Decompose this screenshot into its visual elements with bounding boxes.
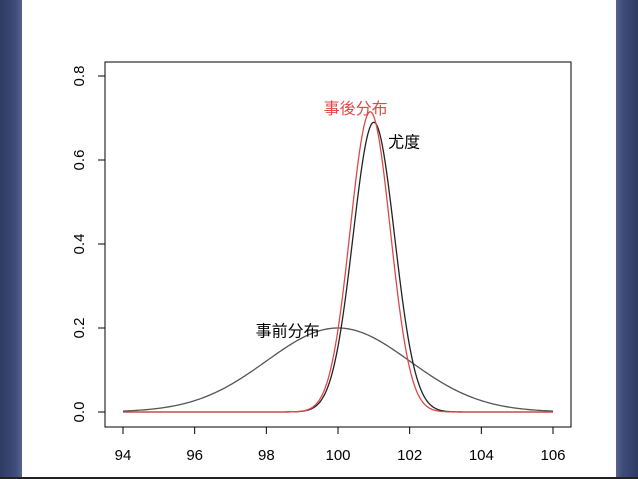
- left-border-decoration: [0, 0, 22, 479]
- annotation-label: 尤度: [388, 132, 420, 151]
- series-line-0: [122, 327, 554, 412]
- annotation-label: 事前分布: [256, 321, 320, 340]
- x-tick-label: 94: [115, 447, 132, 464]
- x-tick-label: 106: [540, 447, 565, 464]
- series-line-1: [123, 121, 553, 413]
- series-lines: [122, 111, 554, 413]
- bottom-strip: [0, 477, 638, 479]
- y-tick-label: 0.0: [71, 402, 88, 423]
- series-line-2: [123, 111, 553, 413]
- x-tick-label: 98: [258, 447, 275, 464]
- x-tick-label: 96: [186, 447, 203, 464]
- axes: 94 96 98 100 102 104 106 0.0 0.2 0.4 0.6 0.8: [71, 66, 566, 464]
- y-tick-label: 0.2: [71, 318, 88, 339]
- x-tick-label: 102: [397, 447, 422, 464]
- annotation-label: 事後分布: [324, 99, 388, 118]
- y-tick-label: 0.8: [71, 66, 88, 87]
- x-tick-label: 104: [469, 447, 494, 464]
- right-border-decoration: [616, 0, 638, 479]
- y-tick-label: 0.6: [71, 150, 88, 171]
- x-tick-label: 100: [325, 447, 350, 464]
- y-tick-label: 0.4: [71, 234, 88, 255]
